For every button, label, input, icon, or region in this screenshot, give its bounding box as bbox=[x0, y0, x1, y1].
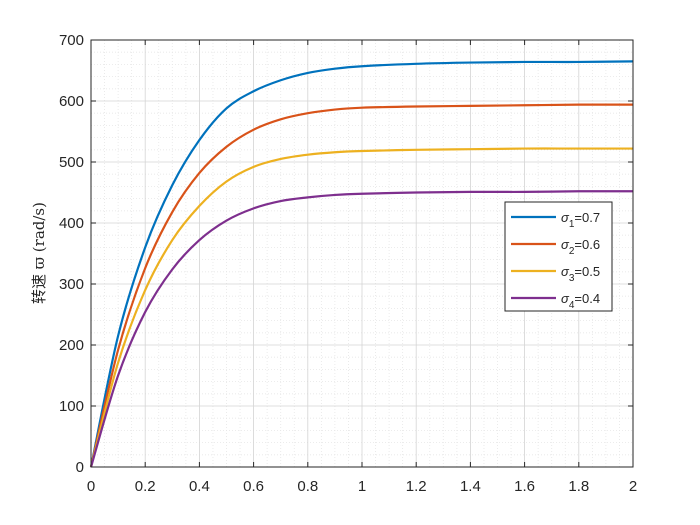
y-tick-label: 500 bbox=[59, 154, 84, 171]
legend: σ1=0.7 σ2=0.6 σ3=0.5 σ4=0.4 bbox=[504, 201, 613, 312]
series-line-3 bbox=[89, 147, 633, 468]
x-tick-label: 0.4 bbox=[189, 478, 210, 495]
y-axis-label: 转速 ϖ (rad/s) bbox=[30, 202, 48, 304]
y-axis-tick-labels: 0 100 200 300 400 500 600 700 bbox=[59, 32, 84, 476]
x-tick-label: 0.2 bbox=[135, 478, 156, 495]
legend-box bbox=[504, 201, 613, 312]
series-line-4 bbox=[89, 190, 634, 468]
x-tick-label: 2 bbox=[629, 478, 637, 495]
x-tick-label: 0.8 bbox=[297, 478, 318, 495]
series-line-2 bbox=[89, 103, 634, 468]
legend-label-1: σ1=0.7 bbox=[561, 210, 600, 230]
x-tick-label: 1.6 bbox=[514, 478, 535, 495]
y-tick-label: 200 bbox=[59, 337, 84, 354]
x-tick-label: 1.8 bbox=[568, 478, 589, 495]
series-line-1 bbox=[89, 60, 634, 468]
x-tick-label: 0 bbox=[87, 478, 95, 495]
y-tick-label: 0 bbox=[76, 459, 84, 476]
y-tick-label: 700 bbox=[59, 32, 84, 49]
y-tick-label: 600 bbox=[59, 93, 84, 110]
y-tick-label: 400 bbox=[59, 215, 84, 232]
series-lines bbox=[89, 60, 634, 468]
axis-ticks bbox=[90, 39, 634, 468]
legend-label-3: σ3=0.5 bbox=[561, 264, 600, 284]
x-tick-label: 0.6 bbox=[243, 478, 264, 495]
x-tick-label: 1.4 bbox=[460, 478, 481, 495]
legend-label-2: σ2=0.6 bbox=[561, 237, 600, 257]
x-tick-label: 1 bbox=[358, 478, 366, 495]
y-tick-label: 300 bbox=[59, 276, 84, 293]
x-axis-tick-labels: 0 0.2 0.4 0.6 0.8 1 1.2 1.4 1.6 1.8 2 bbox=[87, 478, 637, 495]
y-tick-label: 100 bbox=[59, 398, 84, 415]
legend-label-4: σ4=0.4 bbox=[561, 291, 600, 311]
x-tick-label: 1.2 bbox=[406, 478, 427, 495]
